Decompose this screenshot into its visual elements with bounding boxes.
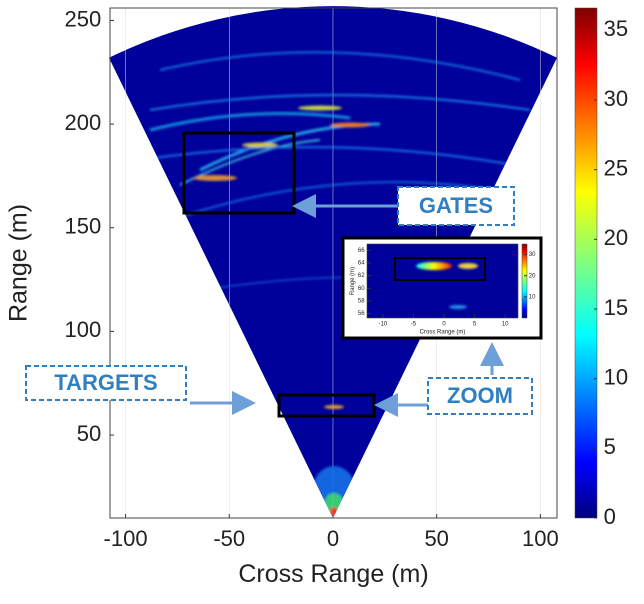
colorbar — [574, 7, 598, 519]
y-tick-label: 64 — [358, 261, 365, 267]
colorbar-tick-label: 0 — [604, 504, 616, 529]
colorbar-tick-label: 30 — [604, 86, 628, 111]
y-axis-label: Range (m) — [350, 267, 356, 295]
x-tick-label: 50 — [424, 526, 448, 551]
x-tick-label: -50 — [213, 526, 245, 551]
annotation: ZOOM — [447, 383, 513, 408]
y-axis-label: Range (m) — [5, 204, 33, 322]
annotation-box — [427, 377, 533, 415]
y-tick-label: 250 — [64, 6, 101, 31]
plot-frame — [109, 7, 558, 519]
annotation: GATES — [419, 193, 493, 218]
y-tick-label: 60 — [358, 286, 365, 292]
x-tick-label: 0 — [442, 322, 446, 328]
x-tick-label: 10 — [502, 322, 509, 328]
y-tick-label: 58 — [358, 299, 365, 305]
inset: -10 -5 0 5 10 56 58 60 62 64 66 Cross Range (m) Rang… — [341, 236, 543, 340]
plot-frame — [366, 243, 519, 319]
x-tick-label: 5 — [473, 322, 477, 328]
colorbar-tick-label: 5 — [604, 434, 616, 459]
colorbar-tick-label: 15 — [604, 295, 628, 320]
y-tick-label: 50 — [77, 421, 101, 446]
y-tick-label: 150 — [64, 214, 101, 239]
annotation-box — [397, 186, 515, 226]
annotations: GATES TARGETS ZOOM — [25, 186, 533, 417]
colorbar-tick-label: 20 — [604, 225, 628, 250]
colorbar-tick-label: 10 — [604, 364, 628, 389]
x-axis-label: Cross Range (m) — [420, 329, 466, 335]
annotation: TARGETS — [54, 370, 157, 395]
colorbar-tick-label: 20 — [529, 273, 536, 279]
gates-box — [182, 131, 296, 215]
y-tick-label: 66 — [358, 248, 365, 254]
x-tick-label: -100 — [104, 526, 148, 551]
annotation-box — [25, 365, 187, 401]
y-tick-label: 100 — [64, 317, 101, 342]
y-tick-label: 56 — [358, 311, 365, 317]
y-tick-label: 62 — [358, 273, 365, 279]
x-tick-label: 100 — [522, 526, 559, 551]
colorbar-tick-label: 30 — [529, 252, 536, 258]
inset-box — [394, 257, 486, 281]
colorbar-tick-label: 25 — [604, 155, 628, 180]
x-tick-label: -5 — [411, 322, 417, 328]
inset-texture — [416, 262, 478, 309]
x-tick-label: 0 — [327, 526, 339, 551]
x-axis-label: Cross Range (m) — [238, 560, 428, 588]
x-tick-label: -10 — [379, 322, 388, 328]
colorbar — [521, 243, 528, 319]
colorbar-tick-label: 10 — [529, 294, 536, 300]
y-tick-label: 200 — [64, 110, 101, 135]
colorbar-tick-label: 35 — [604, 16, 628, 41]
